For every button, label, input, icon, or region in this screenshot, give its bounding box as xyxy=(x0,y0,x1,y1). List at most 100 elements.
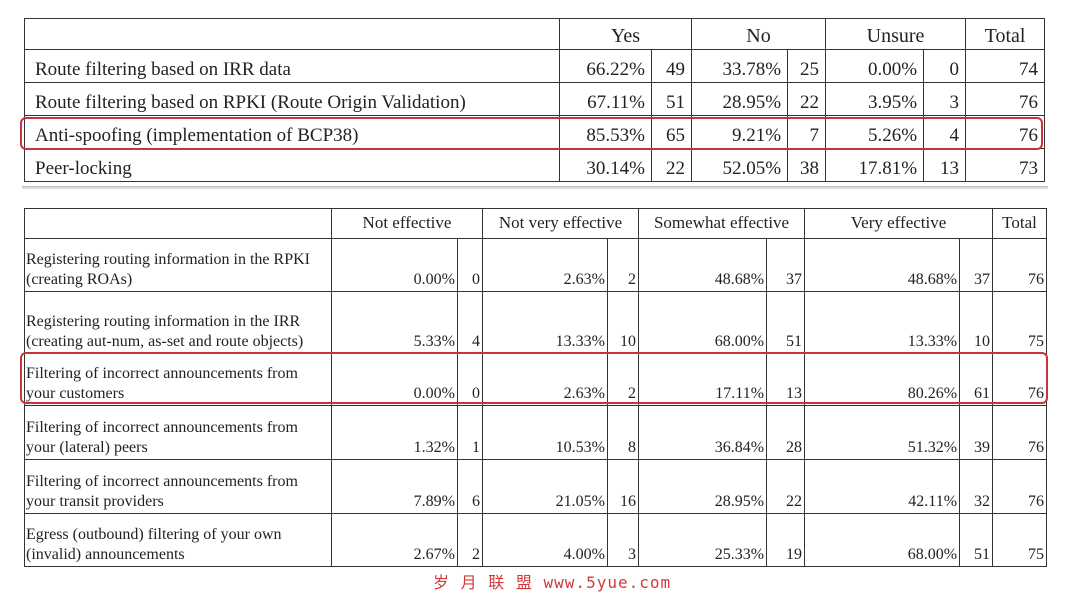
somewhat-effective-percent-cell: 28.95% xyxy=(638,459,768,514)
not-effective-count-cell: 6 xyxy=(457,459,483,514)
total-cell: 76 xyxy=(965,115,1046,149)
total-cell: 73 xyxy=(965,148,1046,182)
not-effective-percent-cell: 7.89% xyxy=(331,459,458,514)
yes-percent-cell: 85.53% xyxy=(559,115,652,149)
yes-percent-cell: 66.22% xyxy=(559,49,652,83)
table2-row: Filtering of incorrect announcements fro… xyxy=(24,405,1048,460)
filtering-effectiveness-table: Not effective Not very effective Somewha… xyxy=(24,208,1048,567)
table2-header-somewhat-effective: Somewhat effective xyxy=(638,208,806,239)
table2-row: Egress (outbound) filtering of your own … xyxy=(24,513,1048,567)
unsure-percent-cell: 3.95% xyxy=(825,82,925,116)
not-very-effective-percent-cell: 21.05% xyxy=(482,459,608,514)
not-effective-count-cell: 0 xyxy=(457,238,483,292)
somewhat-effective-count-cell: 22 xyxy=(766,459,806,514)
table2-row-highlighted: Filtering of incorrect announcements fro… xyxy=(24,353,1048,406)
unsure-count-cell: 4 xyxy=(923,115,967,149)
not-very-effective-count-cell: 16 xyxy=(606,459,640,514)
table1-header-total: Total xyxy=(965,18,1046,50)
yes-count-cell: 51 xyxy=(650,82,693,116)
very-effective-count-cell: 32 xyxy=(959,459,994,514)
somewhat-effective-count-cell: 37 xyxy=(766,238,806,292)
no-count-cell: 7 xyxy=(787,115,827,149)
unsure-count-cell: 0 xyxy=(923,49,967,83)
somewhat-effective-percent-cell: 25.33% xyxy=(638,513,768,567)
not-very-effective-count-cell: 8 xyxy=(606,405,640,460)
not-very-effective-percent-cell: 4.00% xyxy=(482,513,608,567)
no-count-cell: 25 xyxy=(787,49,827,83)
total-cell: 76 xyxy=(992,405,1048,460)
table1-row-label: Peer-locking xyxy=(24,148,560,182)
total-cell: 76 xyxy=(992,459,1048,514)
no-count-cell: 22 xyxy=(787,82,827,116)
very-effective-percent-cell: 13.33% xyxy=(804,291,961,354)
table2-row-label: Egress (outbound) filtering of your own … xyxy=(24,513,332,567)
table1-row-label: Anti-spoofing (implementation of BCP38) xyxy=(24,115,560,149)
unsure-percent-cell: 17.81% xyxy=(825,148,925,182)
table1-header-unsure: Unsure xyxy=(825,18,967,50)
yes-percent-cell: 67.11% xyxy=(559,82,652,116)
table2-row-label: Filtering of incorrect announcements fro… xyxy=(24,353,332,406)
no-percent-cell: 52.05% xyxy=(691,148,789,182)
not-very-effective-percent-cell: 10.53% xyxy=(482,405,608,460)
table2-header-blank xyxy=(24,208,332,239)
somewhat-effective-percent-cell: 17.11% xyxy=(638,353,768,406)
table1-header-yes: Yes xyxy=(558,18,693,50)
total-cell: 74 xyxy=(965,49,1046,83)
somewhat-effective-count-cell: 19 xyxy=(766,513,806,567)
not-very-effective-percent-cell: 2.63% xyxy=(482,353,608,406)
total-cell: 76 xyxy=(965,82,1046,116)
not-effective-percent-cell: 2.67% xyxy=(331,513,458,567)
somewhat-effective-percent-cell: 48.68% xyxy=(638,238,768,292)
unsure-percent-cell: 5.26% xyxy=(825,115,925,149)
unsure-count-cell: 13 xyxy=(923,148,967,182)
very-effective-count-cell: 37 xyxy=(959,238,994,292)
somewhat-effective-percent-cell: 68.00% xyxy=(638,291,768,354)
not-very-effective-count-cell: 2 xyxy=(606,353,640,406)
table2-row: Registering routing information in the I… xyxy=(24,291,1048,354)
no-percent-cell: 33.78% xyxy=(691,49,789,83)
table2-header-not-effective: Not effective xyxy=(331,208,483,239)
table1-header-row: Yes No Unsure Total xyxy=(24,18,1046,50)
not-very-effective-count-cell: 10 xyxy=(606,291,640,354)
not-effective-count-cell: 4 xyxy=(457,291,483,354)
not-effective-percent-cell: 1.32% xyxy=(331,405,458,460)
not-effective-count-cell: 2 xyxy=(457,513,483,567)
table2-header-total: Total xyxy=(992,208,1048,239)
not-very-effective-count-cell: 2 xyxy=(606,238,640,292)
watermark-text: 岁 月 联 盟 www.5yue.com xyxy=(433,573,672,592)
very-effective-percent-cell: 48.68% xyxy=(804,238,961,292)
no-percent-cell: 9.21% xyxy=(691,115,789,149)
table2-row: Registering routing information in the R… xyxy=(24,238,1048,292)
very-effective-count-cell: 10 xyxy=(959,291,994,354)
somewhat-effective-count-cell: 28 xyxy=(766,405,806,460)
table1-shadow xyxy=(22,186,1048,190)
no-percent-cell: 28.95% xyxy=(691,82,789,116)
table1-row-label: Route filtering based on IRR data xyxy=(24,49,560,83)
unsure-percent-cell: 0.00% xyxy=(825,49,925,83)
table2-row-label: Registering routing information in the I… xyxy=(24,291,332,354)
filtering-adoption-table: Yes No Unsure Total Route filtering base… xyxy=(24,18,1046,182)
table1-header-blank xyxy=(24,18,560,50)
table1-row-highlighted: Anti-spoofing (implementation of BCP38) … xyxy=(24,115,1046,149)
highlight-box-anti-spoofing xyxy=(20,117,1043,150)
table2-row-label: Registering routing information in the R… xyxy=(24,238,332,292)
very-effective-count-cell: 51 xyxy=(959,513,994,567)
yes-count-cell: 49 xyxy=(650,49,693,83)
very-effective-percent-cell: 42.11% xyxy=(804,459,961,514)
very-effective-count-cell: 39 xyxy=(959,405,994,460)
table1-row: Peer-locking 30.14% 22 52.05% 38 17.81% … xyxy=(24,148,1046,182)
table2-header-row: Not effective Not very effective Somewha… xyxy=(24,208,1048,239)
yes-count-cell: 22 xyxy=(650,148,693,182)
table2-row-label: Filtering of incorrect announcements fro… xyxy=(24,459,332,514)
table2-row: Filtering of incorrect announcements fro… xyxy=(24,459,1048,514)
table1-row: Route filtering based on IRR data 66.22%… xyxy=(24,49,1046,83)
very-effective-percent-cell: 68.00% xyxy=(804,513,961,567)
not-very-effective-count-cell: 3 xyxy=(606,513,640,567)
not-very-effective-percent-cell: 2.63% xyxy=(482,238,608,292)
no-count-cell: 38 xyxy=(787,148,827,182)
not-effective-percent-cell: 0.00% xyxy=(331,238,458,292)
highlight-box-customer-filtering xyxy=(20,352,1048,404)
somewhat-effective-count-cell: 51 xyxy=(766,291,806,354)
total-cell: 76 xyxy=(992,353,1048,406)
not-effective-percent-cell: 0.00% xyxy=(331,353,458,406)
